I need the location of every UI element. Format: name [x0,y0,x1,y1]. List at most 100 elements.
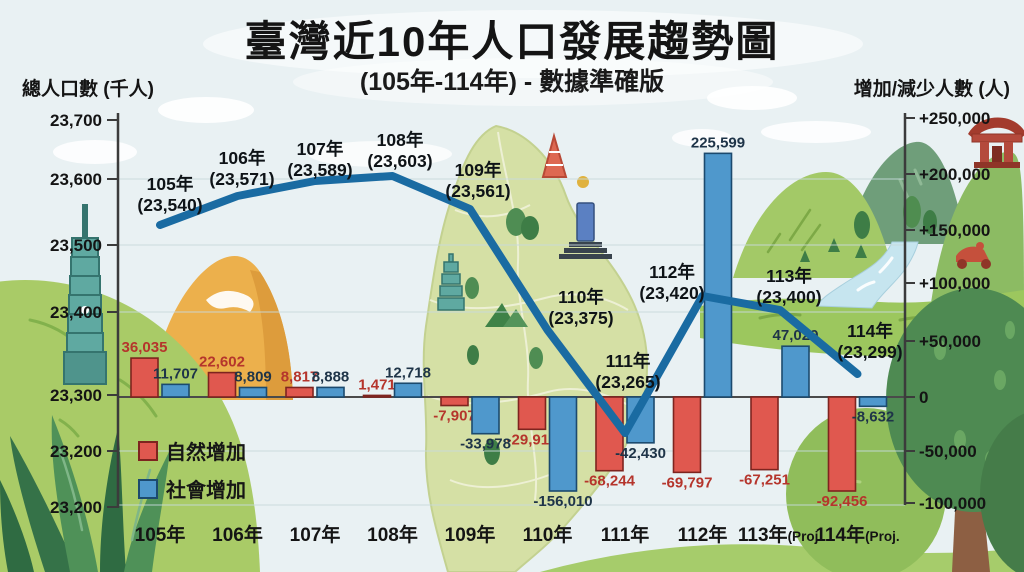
left-tick-label: 23,200 [50,442,102,461]
right-trees-icon [786,288,1024,572]
bar-value-label: 8,817 [281,368,319,385]
line-point-year-label: 108年 [377,130,424,150]
bar-natural-increase-113年 [750,396,779,471]
right-tick-label: +50,000 [919,332,981,351]
legend-item-natural-increase: 自然增加 [138,436,246,465]
taiwan-island-map [422,124,648,572]
x-axis-label: 106年 [212,523,263,546]
bar-social-increase-108年 [393,382,423,398]
line-point-year-label: 114年 [847,321,893,341]
right-tick-label: -50,000 [919,442,977,461]
bar-value-label: -7,907 [433,408,476,425]
bar-natural-increase-108年 [362,394,392,398]
right-tick-label: 0 [919,388,928,407]
left-axis-title: 總人口數 (千人) [22,79,154,100]
left-tick-label: 23,700 [50,111,102,130]
bar-social-increase-106年 [238,386,268,398]
x-axis-label: 107年 [290,523,341,546]
pagoda-icon [437,253,465,311]
bar-social-increase-107年 [316,386,345,398]
legend-label-social-increase: 社會增加 [166,480,246,502]
x-axis-label: 113年(Proj. [738,523,822,546]
bar-value-label: -92,456 [817,493,868,510]
left-tick-label: 23,300 [50,386,102,405]
bar-value-label: 36,035 [122,339,168,356]
left-tick-label: 23,200 [50,498,102,517]
bar-value-label: -69,797 [662,474,713,491]
right-axis-title: 增加/減少人數 (人) [853,79,1010,100]
bar-social-increase-112年 [703,152,733,398]
line-point-year-label: 113年 [766,266,812,286]
line-point-year-label: 111年 [606,351,651,371]
left-tick-label: 23,600 [50,170,102,189]
x-axis-label: 112年 [678,523,728,546]
line-point-year-label: 109年 [455,160,502,180]
bar-social-increase-110年 [548,396,578,492]
population-trend-line [156,172,862,437]
line-point-year-label: 106年 [219,148,266,168]
bar-value-label: 8,888 [312,368,350,385]
taipei-101-icon [63,204,107,385]
line-point-value-label: (23,400) [756,287,821,307]
line-point-value-label: (23,561) [445,181,510,201]
line-point-year-label: 105年 [147,174,194,194]
bar-value-label: -33,978 [460,436,511,453]
bar-value-label: 22,602 [199,354,245,371]
legend: 自然增加 社會增加 [138,436,246,512]
line-point-value-label: (23,420) [639,283,704,303]
bar-natural-increase-110年 [517,396,547,431]
bar-natural-increase-114年 [827,396,857,492]
line-point-value-label: (23,375) [548,308,613,328]
left-tick-label: 23,500 [50,236,102,255]
line-point-year-label: 110年 [558,287,604,307]
line-point-value-label: (23,589) [287,160,352,180]
line-point-year-label: 107年 [297,139,344,159]
bar-natural-increase-106年 [207,371,237,398]
line-point-value-label: (23,299) [837,342,902,362]
bar-social-increase-105年 [161,383,190,398]
temple-gate-icon [968,117,1024,168]
line-point-value-label: (23,540) [137,195,202,215]
bar-value-label: -29,912 [507,431,558,448]
bar-value-label: -67,251 [739,472,790,489]
right-tick-label: +150,000 [919,221,990,240]
bar-natural-increase-107年 [285,386,314,398]
legend-item-social-increase: 社會增加 [138,474,246,503]
bar-value-label: -68,244 [584,473,636,490]
legend-swatch-social-increase [138,478,158,499]
chart-title: 臺灣近10年人口發展趨勢圖 [244,18,780,65]
scooter-icon [956,242,991,269]
right-tick-label: -100,000 [919,494,986,513]
x-axis-label: 105年 [135,523,186,546]
bar-value-label: 8,809 [234,368,272,385]
line-point-value-label: (23,571) [209,169,274,189]
bar-social-increase-109年 [471,396,500,435]
right-tick-label: +200,000 [919,165,990,184]
river [817,241,919,309]
map-mountain-icon [485,303,528,327]
left-tick-label: 23,400 [50,303,102,322]
line-point-year-label: 112年 [649,262,695,282]
x-axis-label: 111年 [601,523,650,546]
bar-value-label: -156,010 [533,493,592,510]
bar-value-label: -42,430 [615,445,666,462]
meadow-trees-icon [854,196,937,239]
chart-subtitle: (105年-114年) - 數據準確版 [359,68,665,96]
bar-value-label: 12,718 [385,364,431,381]
legend-label-natural-increase: 自然增加 [166,442,246,464]
bar-natural-increase-105年 [130,357,159,398]
bar-social-increase-114年 [858,396,888,408]
x-axis-label: 109年 [445,523,496,546]
right-tick-label: +250,000 [919,109,990,128]
map-trees-icon [465,208,543,465]
right-mountains [733,141,1024,310]
x-axis-label: 110年 [523,523,573,546]
aloe-plant-icon [0,415,170,572]
line-point-value-label: (23,265) [595,372,660,392]
bar-value-label: 1,471 [358,376,396,393]
bar-natural-increase-112年 [672,396,702,474]
x-axis-label: 114年(Proj. [815,523,899,546]
cloud-decoration [53,10,871,167]
